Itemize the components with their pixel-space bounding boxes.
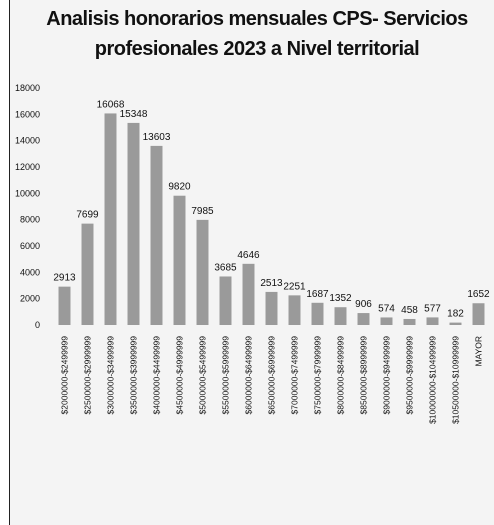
data-label: 1352 bbox=[329, 293, 352, 304]
data-label: 9820 bbox=[168, 182, 191, 193]
y-tick-label: 0 bbox=[35, 320, 40, 330]
data-label: 13603 bbox=[143, 132, 171, 143]
bar bbox=[196, 219, 209, 325]
category-label: $10000000-$10499999 bbox=[428, 336, 438, 424]
bar bbox=[219, 276, 232, 325]
bar bbox=[150, 145, 163, 325]
bar bbox=[81, 223, 94, 325]
y-tick-label: 16000 bbox=[15, 109, 40, 119]
category-label: $8500000-$8999999 bbox=[359, 336, 369, 415]
bar bbox=[265, 291, 278, 325]
data-label: 3685 bbox=[214, 262, 237, 273]
category-label: $5000000-$5499999 bbox=[198, 336, 208, 415]
data-label: 4646 bbox=[237, 250, 260, 261]
data-label: 1687 bbox=[306, 289, 329, 300]
data-label: 1652 bbox=[467, 289, 490, 300]
category-label: $3000000-$3499999 bbox=[106, 336, 116, 415]
bar bbox=[449, 322, 462, 325]
bar bbox=[242, 263, 255, 325]
bar bbox=[426, 317, 439, 325]
data-label: 2251 bbox=[283, 281, 306, 292]
category-label: $6000000-$6499999 bbox=[244, 336, 254, 415]
y-tick-label: 10000 bbox=[15, 188, 40, 198]
data-label: 7699 bbox=[76, 210, 99, 221]
data-label: 2913 bbox=[53, 273, 76, 284]
y-tick-label: 18000 bbox=[15, 83, 40, 93]
y-tick-label: 14000 bbox=[15, 136, 40, 146]
data-label: 182 bbox=[447, 309, 464, 320]
bar bbox=[104, 113, 117, 325]
bar bbox=[403, 318, 416, 325]
data-label: 2513 bbox=[260, 278, 283, 289]
category-label: $8000000-$8499999 bbox=[336, 336, 346, 415]
category-label: $2000000-$2499999 bbox=[60, 336, 70, 415]
y-tick-label: 12000 bbox=[15, 162, 40, 172]
category-label: $5500000-$5999999 bbox=[221, 336, 231, 415]
chart-title-line-2: profesionales 2023 a Nivel territorial bbox=[94, 38, 420, 60]
data-label: 15348 bbox=[120, 109, 148, 120]
bars bbox=[58, 113, 485, 325]
category-label: $6500000-$6999999 bbox=[267, 336, 277, 415]
category-labels: $2000000-$2499999 $2500000-$2999999 $30000… bbox=[60, 336, 484, 424]
bar bbox=[380, 317, 393, 325]
y-axis: 0 2000 4000 6000 8000 10000 12000 14000 16000 180… bbox=[15, 83, 40, 330]
data-label: 16068 bbox=[97, 99, 125, 110]
category-label: $7000000-$7499999 bbox=[290, 336, 300, 415]
category-label: $7500000-$7999999 bbox=[313, 336, 323, 415]
category-label: $4500000-$4999999 bbox=[175, 336, 185, 415]
bar bbox=[472, 303, 485, 325]
category-label: $4000000-$4499999 bbox=[152, 336, 162, 415]
category-label: $2500000-$2999999 bbox=[83, 336, 93, 415]
left-border-strip bbox=[0, 0, 10, 525]
category-label: $9000000-$9499999 bbox=[382, 336, 392, 415]
chart-title-line-1: Analisis honorarios mensuales CPS- Servi… bbox=[46, 8, 468, 30]
y-tick-label: 6000 bbox=[20, 241, 40, 251]
data-label: 574 bbox=[378, 303, 395, 314]
data-label: 577 bbox=[424, 303, 441, 314]
category-label: $9500000-$9999999 bbox=[405, 336, 415, 415]
y-tick-label: 8000 bbox=[20, 215, 40, 225]
data-label: 906 bbox=[355, 299, 372, 310]
y-tick-label: 4000 bbox=[20, 267, 40, 277]
category-label: $10500000-$10999999 bbox=[451, 336, 461, 424]
y-tick-label: 2000 bbox=[20, 294, 40, 304]
bar bbox=[127, 122, 140, 325]
bar bbox=[173, 195, 186, 325]
bar bbox=[311, 302, 324, 325]
category-label: MAYOR bbox=[474, 336, 484, 367]
bar bbox=[334, 307, 347, 325]
bar bbox=[357, 313, 370, 325]
bar bbox=[288, 295, 301, 325]
data-label: 7985 bbox=[191, 206, 214, 217]
data-label: 458 bbox=[401, 305, 418, 316]
bar bbox=[58, 286, 71, 325]
category-label: $3500000-$3999999 bbox=[129, 336, 139, 415]
